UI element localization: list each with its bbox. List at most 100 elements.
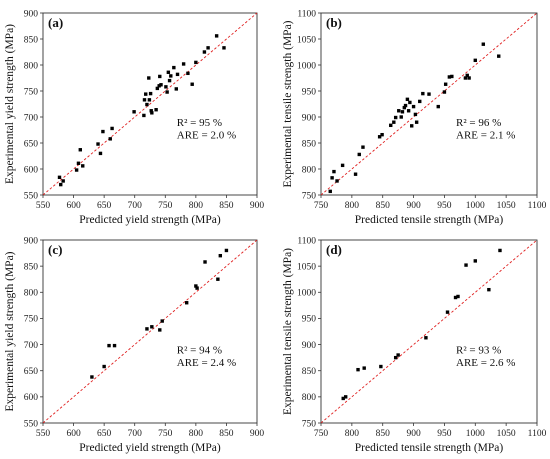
data-point bbox=[405, 97, 410, 102]
y-tick-label: 800 bbox=[302, 393, 317, 403]
data-point bbox=[393, 115, 398, 120]
data-point bbox=[157, 84, 161, 88]
x-tick-label: 750 bbox=[314, 429, 329, 439]
data-point bbox=[403, 103, 408, 108]
y-tick-label: 1000 bbox=[297, 289, 316, 299]
data-point bbox=[356, 367, 360, 372]
data-point bbox=[165, 90, 169, 94]
y-tick-label: 800 bbox=[24, 289, 39, 299]
data-point bbox=[166, 70, 171, 74]
x-tick-label: 550 bbox=[36, 429, 51, 439]
data-point bbox=[453, 295, 458, 300]
reference-line bbox=[320, 239, 538, 424]
data-point bbox=[147, 76, 151, 80]
y-tick-label: 750 bbox=[302, 191, 317, 201]
data-point bbox=[142, 113, 146, 118]
x-tick-label: 700 bbox=[128, 201, 143, 211]
data-point bbox=[473, 259, 477, 263]
data-point bbox=[222, 46, 226, 50]
x-tick-label: 850 bbox=[219, 429, 234, 439]
x-tick-label: 750 bbox=[158, 429, 173, 439]
data-point bbox=[216, 277, 220, 281]
data-point bbox=[436, 104, 440, 109]
data-point bbox=[145, 327, 149, 331]
data-point bbox=[442, 90, 447, 94]
chart-panel-2: 750 800 850 900 950 1000 1050 1100 750 800 850 900 9… bbox=[282, 9, 547, 226]
data-point bbox=[224, 248, 229, 253]
y-tick-label: 950 bbox=[302, 315, 317, 325]
x-tick-label: 800 bbox=[189, 201, 204, 211]
x-tick-label: 1100 bbox=[528, 429, 547, 439]
data-point bbox=[108, 137, 112, 141]
x-tick-label: 1050 bbox=[497, 429, 516, 439]
data-point bbox=[203, 260, 207, 264]
data-point bbox=[421, 91, 425, 96]
data-point bbox=[393, 355, 398, 360]
data-point bbox=[164, 85, 168, 89]
x-axis-title: Predicted tensile strength (MPa) bbox=[355, 442, 504, 454]
x-tick-label: 1000 bbox=[466, 201, 485, 211]
x-axis-title: Predicted yield strength (MPa) bbox=[79, 214, 221, 226]
annotation-text: R² = 95 % bbox=[177, 117, 222, 129]
data-point bbox=[195, 286, 199, 290]
data-point bbox=[427, 92, 431, 96]
y-tick-label: 600 bbox=[24, 165, 39, 175]
annotation-text: R² = 96 % bbox=[456, 117, 501, 129]
data-point bbox=[447, 75, 452, 79]
y-tick-label: 1050 bbox=[297, 262, 316, 272]
data-point bbox=[467, 76, 471, 80]
panel-label: (b) bbox=[326, 15, 342, 30]
y-tick-label: 850 bbox=[302, 367, 317, 377]
y-tick-label: 950 bbox=[302, 87, 317, 97]
data-point bbox=[159, 83, 163, 87]
x-tick-label: 850 bbox=[219, 201, 234, 211]
y-tick-label: 900 bbox=[302, 113, 317, 123]
data-point bbox=[155, 86, 160, 91]
data-point bbox=[102, 364, 106, 369]
reference-line bbox=[320, 12, 538, 196]
data-point bbox=[202, 50, 207, 54]
data-point bbox=[410, 124, 414, 128]
data-point bbox=[380, 132, 384, 137]
data-point bbox=[184, 301, 189, 305]
x-tick-label: 900 bbox=[406, 201, 421, 211]
y-tick-label: 650 bbox=[24, 139, 39, 149]
data-point bbox=[59, 182, 63, 187]
data-point bbox=[101, 129, 105, 134]
data-point bbox=[473, 58, 477, 63]
chart-panel-1: 550 600 650 700 750 800 850 900 550 600 650 700 750 8… bbox=[4, 9, 264, 226]
data-point bbox=[445, 310, 450, 314]
data-point bbox=[361, 145, 365, 149]
data-point bbox=[392, 120, 396, 124]
data-point bbox=[148, 91, 153, 96]
data-point bbox=[110, 126, 114, 131]
x-tick-label: 950 bbox=[437, 201, 452, 211]
x-tick-label: 650 bbox=[97, 201, 112, 211]
data-point bbox=[408, 100, 412, 105]
data-point bbox=[172, 65, 176, 70]
data-point bbox=[341, 396, 345, 401]
chart-panel-4: 750 800 850 900 950 1000 1050 1100 750 800 850 900 9… bbox=[282, 236, 547, 454]
data-point bbox=[190, 82, 194, 86]
y-tick-label: 850 bbox=[302, 139, 317, 149]
data-point bbox=[158, 328, 162, 332]
plot-frame bbox=[42, 239, 258, 424]
data-point bbox=[81, 164, 85, 168]
x-tick-label: 950 bbox=[437, 429, 452, 439]
y-tick-label: 900 bbox=[24, 9, 39, 19]
data-point bbox=[145, 102, 149, 107]
data-point bbox=[402, 105, 407, 110]
x-tick-label: 1050 bbox=[497, 201, 516, 211]
data-point bbox=[465, 73, 469, 78]
reference-line bbox=[42, 239, 258, 424]
data-point bbox=[142, 98, 147, 102]
data-point bbox=[174, 87, 178, 91]
y-tick-label: 750 bbox=[24, 87, 39, 97]
y-tick-label: 900 bbox=[24, 236, 39, 246]
data-point bbox=[167, 78, 172, 83]
x-tick-label: 700 bbox=[128, 429, 143, 439]
data-point bbox=[343, 395, 348, 399]
data-point bbox=[147, 98, 152, 102]
y-tick-label: 700 bbox=[24, 341, 39, 351]
